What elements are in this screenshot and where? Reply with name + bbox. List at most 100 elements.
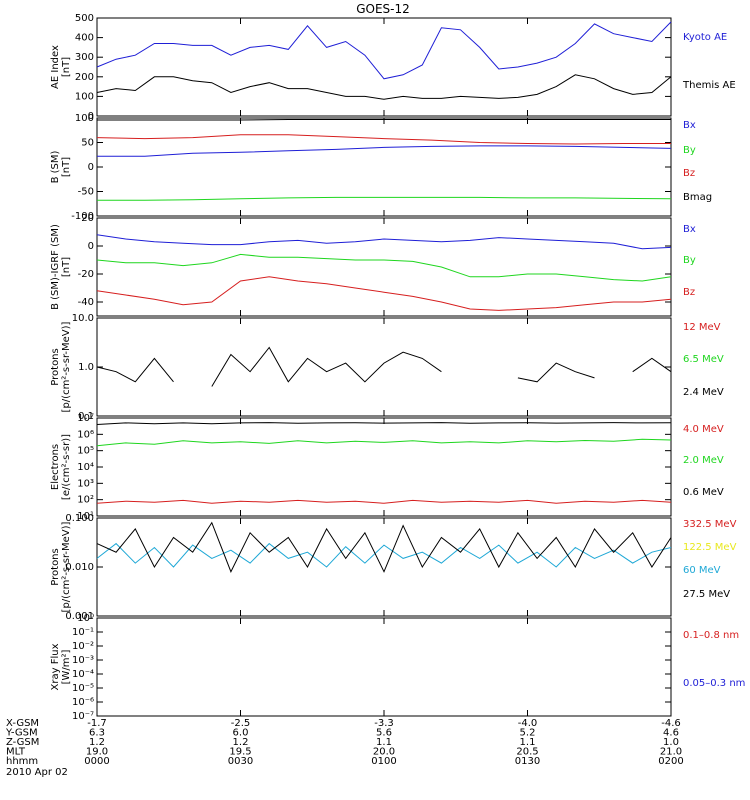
footer-value: 0130 xyxy=(515,756,540,767)
y-tick-label: 10⁵ xyxy=(77,446,94,457)
y-tick-label: -100 xyxy=(71,211,94,222)
y-axis-label: Protons[p/(cm²-s-sr-MeV)] xyxy=(50,521,72,612)
footer-value: 1.2 xyxy=(233,737,249,748)
panel-bsm: -100 -50 0 50 100 B (SM)[nT] Bx By Bz Bmag xyxy=(50,113,712,222)
footer-value: 0000 xyxy=(84,756,109,767)
y-tick-label: 10⁴ xyxy=(77,462,94,473)
panel-frame xyxy=(96,317,672,417)
y-tick-label: 20 xyxy=(81,213,94,224)
legend-entry: 2.4 MeV xyxy=(683,387,724,398)
legend-entry: Bz xyxy=(683,287,695,298)
y-tick-label: -50 xyxy=(78,187,94,198)
legend-entry: By xyxy=(683,255,696,266)
y-tick-label: 10.0 xyxy=(72,313,94,324)
y-axis-label-line: Electrons xyxy=(50,444,61,490)
y-tick-label: 10⁰ xyxy=(77,613,94,624)
legend-entry: 12 MeV xyxy=(683,322,721,333)
y-axis-label-line: Protons xyxy=(50,548,61,585)
footer-value: 19.5 xyxy=(229,747,251,758)
y-axis-label-line: [W/m²] xyxy=(61,649,72,684)
y-tick-label: 500 xyxy=(75,13,94,24)
panel-protons_high: 0.0010.0100.100Protons[p/(cm²-s-sr-MeV)]… xyxy=(50,513,737,622)
series-line-27-5-mev xyxy=(96,521,672,573)
legend-entry: 60 MeV xyxy=(683,565,721,576)
footer-value: 0100 xyxy=(371,756,396,767)
footer-value: 19.0 xyxy=(86,747,108,758)
y-axis-label-line: B (SM)-IGRF (SM) xyxy=(50,224,61,310)
y-tick-label: 10⁻⁶ xyxy=(72,697,94,708)
panel-frame xyxy=(96,617,672,717)
footer-value: 1.0 xyxy=(663,737,679,748)
y-tick-label: 10⁶ xyxy=(77,429,94,440)
footer-value: 21.0 xyxy=(660,747,682,758)
legend-entry: 0.05–0.3 nm xyxy=(683,678,745,689)
y-tick-label: 10¹ xyxy=(77,511,94,522)
y-tick-label: -20 xyxy=(78,269,94,280)
series-line-bz xyxy=(96,134,671,145)
legend-entry: 122.5 MeV xyxy=(683,542,737,553)
y-tick-label: 200 xyxy=(75,72,94,83)
y-tick-label: 10⁻⁵ xyxy=(72,683,94,694)
footer-value: 5.2 xyxy=(520,728,536,739)
footer-value: 0200 xyxy=(658,756,683,767)
y-tick-label: 10⁻³ xyxy=(72,655,94,666)
series-line-2-4-mev xyxy=(96,346,672,387)
series-line-0-6-mev xyxy=(96,422,672,425)
y-tick-label: 10⁻⁷ xyxy=(72,711,94,722)
y-tick-label: 0 xyxy=(88,162,94,173)
y-axis-label: B (SM)[nT] xyxy=(50,150,72,183)
y-axis-label-line: [p/(cm²-s-sr-MeV)] xyxy=(61,521,72,612)
legend-entry: Bx xyxy=(683,224,696,235)
footer-value: 4.6 xyxy=(663,728,679,739)
y-tick-label: 0 xyxy=(88,111,94,122)
legend-entry: Bz xyxy=(683,168,695,179)
footer-value: 6.0 xyxy=(233,728,249,739)
footer-value: 1.1 xyxy=(520,737,536,748)
y-axis-label: Electrons[e/(cm²-s-sr)] xyxy=(50,434,72,500)
plot-title: GOES-12 xyxy=(356,2,410,16)
legend-entry: 2.0 MeV xyxy=(683,455,724,466)
y-tick-label: 100 xyxy=(75,91,94,102)
y-axis-label-line: [nT] xyxy=(61,257,72,277)
series-line-bz xyxy=(96,276,672,311)
series-line-bx xyxy=(96,234,672,250)
y-tick-label: -40 xyxy=(78,297,94,308)
y-tick-label: 100 xyxy=(75,113,94,124)
legend-entry: 332.5 MeV xyxy=(683,519,737,530)
panel-frame xyxy=(96,17,672,117)
y-axis-label-line: AE Index xyxy=(50,45,61,89)
footer-value: 1.1 xyxy=(376,737,392,748)
legend-entry: 4.0 MeV xyxy=(683,424,724,435)
footer-value: -1.7 xyxy=(87,718,107,729)
panel-frame xyxy=(96,517,672,617)
legend-entry: Bmag xyxy=(683,192,712,203)
footer-value: 6.3 xyxy=(89,728,105,739)
date-label: 2010 Apr 02 xyxy=(6,767,68,778)
legend-entry: 27.5 MeV xyxy=(683,589,730,600)
legend-entry: 0.6 MeV xyxy=(683,487,724,498)
series-line-themis-ae xyxy=(96,74,672,100)
y-tick-label: 10⁷ xyxy=(77,413,94,424)
legend-entry: Themis AE xyxy=(682,80,736,91)
y-tick-label: 0.010 xyxy=(65,562,94,573)
y-tick-label: 0 xyxy=(88,241,94,252)
footer-row-label: X-GSM xyxy=(6,718,39,729)
y-tick-label: 10⁻² xyxy=(72,641,94,652)
y-axis-label-line: Protons xyxy=(50,348,61,385)
y-tick-label: 0.100 xyxy=(65,513,94,524)
y-tick-label: 300 xyxy=(75,52,94,63)
y-tick-label: 0.001 xyxy=(65,611,94,622)
legend-entry: Bx xyxy=(683,120,696,131)
y-tick-label: 1.0 xyxy=(78,362,94,373)
footer-row-label: Y-GSM xyxy=(5,728,38,739)
panel-xray: 10⁻⁷ 10⁻⁶ 10⁻⁵ 10⁻⁴ 10⁻³ 10⁻² 10⁻¹ 10⁰ Xray Flux… xyxy=(50,613,745,722)
series-line-60-mev xyxy=(96,542,672,568)
series-line-by xyxy=(96,253,672,282)
panel-electrons: 10¹ 10² 10³ 10⁴ 10⁵ 10⁶ 10⁷ Electrons[e/(cm²-s-… xyxy=(50,413,724,522)
y-axis-label-line: [nT] xyxy=(61,57,72,77)
y-axis-label: Protons[p/(cm²-s-sr-MeV)] xyxy=(50,321,72,412)
series-line-bx xyxy=(97,145,672,157)
footer-row-label: hhmm xyxy=(6,756,38,767)
